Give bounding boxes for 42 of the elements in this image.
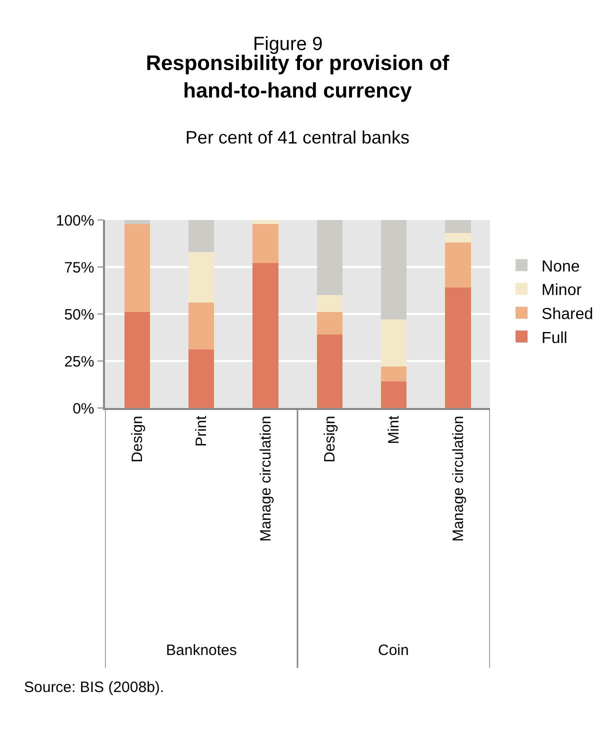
bar	[380, 382, 407, 408]
bar	[445, 288, 471, 408]
bar	[445, 233, 471, 243]
bar	[252, 220, 278, 224]
y-tick-label: 0%	[72, 400, 94, 418]
bar	[316, 295, 342, 312]
bar	[380, 366, 407, 382]
bar	[124, 312, 150, 408]
legend-label: Shared	[542, 306, 594, 323]
x-tick-label: Manage circulation	[257, 416, 274, 542]
y-tick-label: 50%	[64, 306, 94, 324]
caption: Figure 9	[253, 34, 323, 55]
bar	[252, 263, 278, 408]
bar	[188, 252, 214, 303]
source-note: Source: BIS (2008b).	[24, 679, 164, 696]
bar	[252, 224, 278, 264]
bar	[188, 220, 214, 252]
bar	[316, 334, 342, 408]
bar	[188, 302, 214, 350]
y-tick-label: 100%	[56, 212, 94, 230]
bar	[316, 312, 342, 335]
y-tick-label: 25%	[64, 353, 94, 370]
y-tick-label: 75%	[64, 259, 94, 276]
bar	[445, 242, 471, 288]
legend-label: Full	[542, 330, 568, 347]
chart-subtitle: Per cent of 41 central banks	[185, 128, 410, 148]
x-tick-label: Print	[193, 414, 210, 447]
bar	[124, 224, 150, 312]
x-tick-label: Design	[321, 416, 338, 462]
x-tick-label: Design	[128, 416, 146, 462]
legend-label: Minor	[542, 282, 582, 300]
bar	[188, 350, 214, 408]
bar	[445, 220, 471, 234]
bar	[124, 220, 150, 224]
text: Coin	[378, 642, 409, 659]
bar	[380, 220, 407, 320]
x-tick-label: Manage circulation	[450, 416, 467, 542]
legend-label: None	[542, 258, 580, 276]
x-tick-label: Mint	[386, 414, 403, 444]
bar	[316, 220, 342, 296]
bar	[380, 320, 407, 367]
text: Banknotes	[166, 642, 237, 659]
